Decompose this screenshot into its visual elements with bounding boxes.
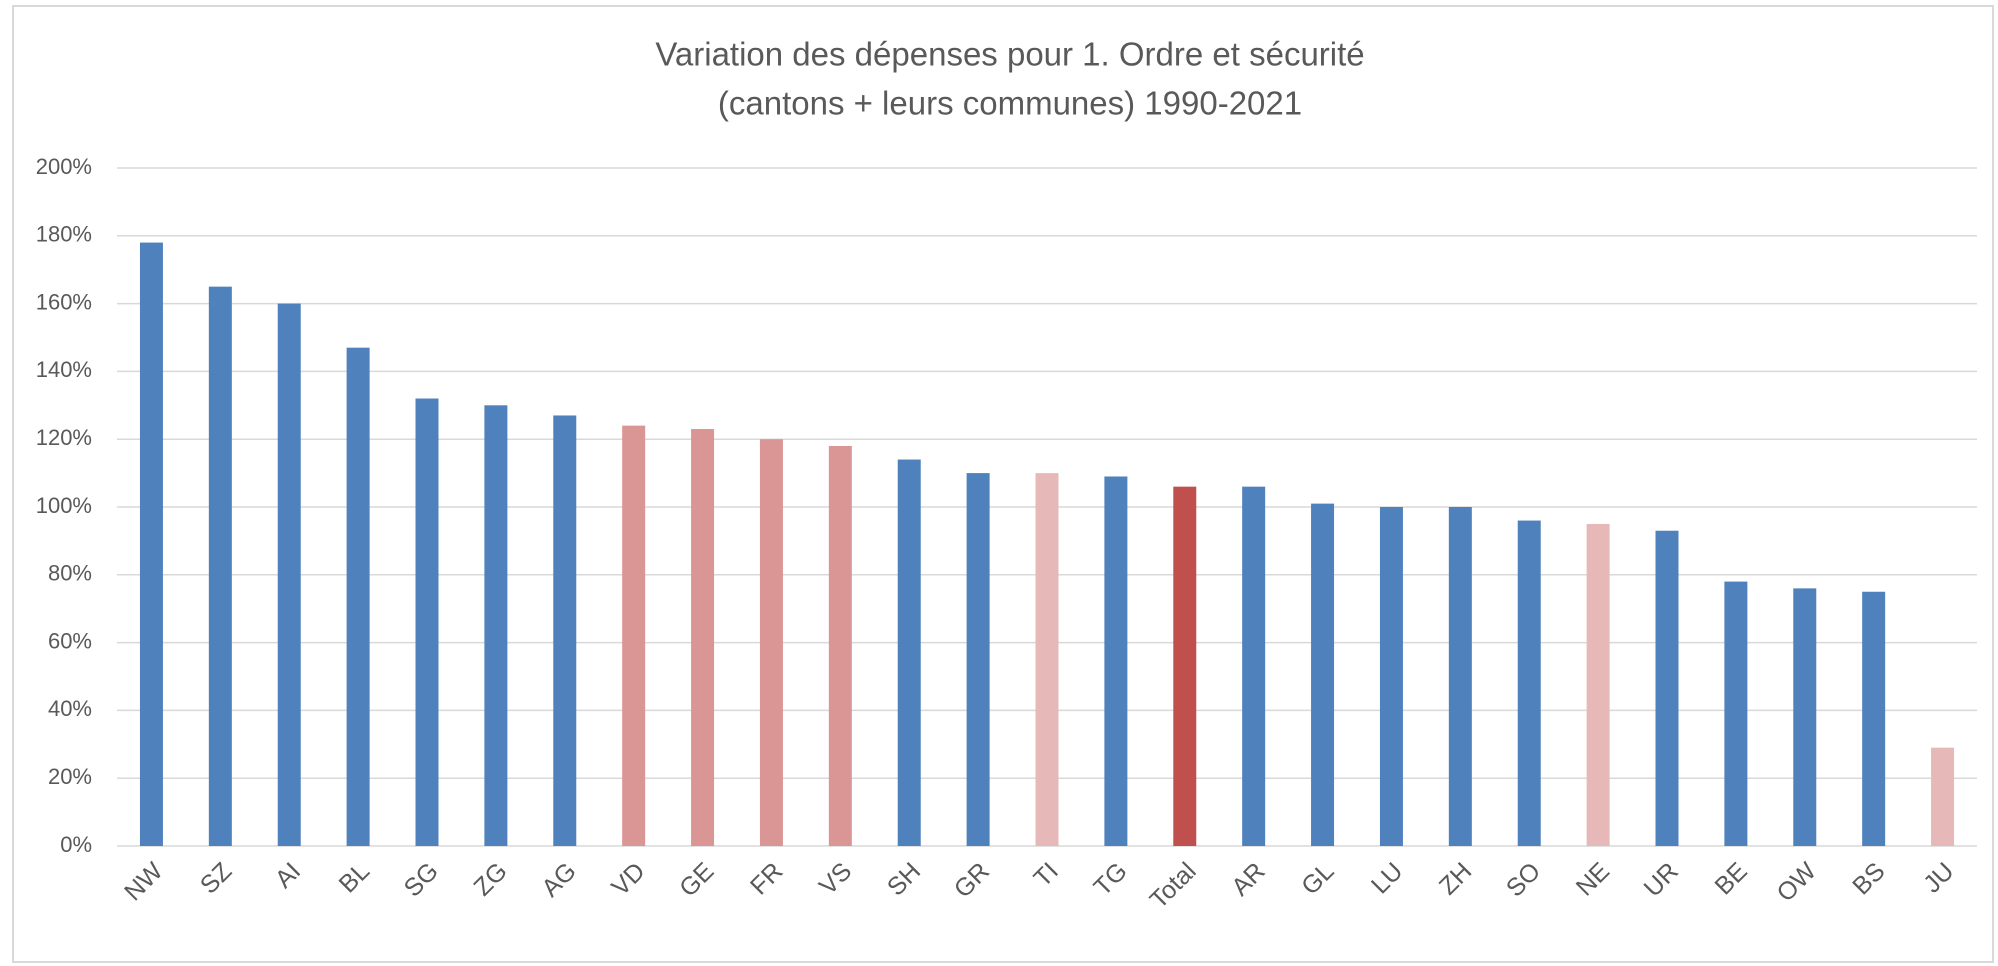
x-tick-label: SO xyxy=(1501,857,1546,902)
bar xyxy=(1448,507,1472,846)
y-tick-label: 0% xyxy=(60,832,92,857)
x-tick-label: VS xyxy=(814,857,857,900)
y-tick-label: 60% xyxy=(48,628,92,653)
x-tick-label: FR xyxy=(745,857,788,900)
bar xyxy=(1793,588,1817,846)
x-tick-label: LU xyxy=(1366,857,1408,899)
y-tick-label: 200% xyxy=(36,154,92,179)
x-tick-label: OW xyxy=(1771,857,1822,908)
y-tick-label: 100% xyxy=(36,493,92,518)
bar xyxy=(1586,523,1610,846)
bar xyxy=(828,445,852,846)
y-tick-label: 40% xyxy=(48,696,92,721)
bar xyxy=(759,439,783,846)
y-tick-label: 160% xyxy=(36,289,92,314)
bar xyxy=(1379,507,1403,846)
bar xyxy=(1104,476,1128,846)
x-tick-label: ZH xyxy=(1434,857,1477,900)
bar xyxy=(208,286,232,846)
bar xyxy=(1173,486,1197,846)
bar xyxy=(277,303,301,847)
x-tick-label: BL xyxy=(334,857,375,898)
bar xyxy=(691,429,715,846)
x-tick-label: ZG xyxy=(468,857,512,901)
bar xyxy=(1655,530,1679,846)
x-tick-label: NE xyxy=(1571,857,1615,901)
y-tick-label: 80% xyxy=(48,561,92,586)
bar xyxy=(1242,486,1266,846)
x-tick-label: AI xyxy=(270,857,307,894)
x-tick-label: BE xyxy=(1709,857,1752,900)
bar xyxy=(1517,520,1541,846)
bar xyxy=(346,347,370,846)
bar xyxy=(966,473,990,846)
bar xyxy=(484,405,508,846)
x-tick-label: TI xyxy=(1028,857,1064,893)
x-tick-label: NW xyxy=(119,857,169,907)
x-tick-label: BS xyxy=(1847,857,1890,900)
chart-border xyxy=(12,5,1994,963)
x-tick-label: GL xyxy=(1296,857,1339,900)
y-tick-label: 140% xyxy=(36,357,92,382)
x-tick-label: SZ xyxy=(195,857,237,899)
x-tick-label: GE xyxy=(674,857,719,902)
bar xyxy=(1862,591,1886,846)
x-tick-label: SH xyxy=(882,857,926,901)
bar xyxy=(415,398,439,846)
bar xyxy=(1311,503,1335,846)
x-tick-label: AR xyxy=(1226,857,1270,901)
bar xyxy=(553,415,577,846)
y-tick-label: 180% xyxy=(36,222,92,247)
x-tick-label: GR xyxy=(949,857,995,903)
x-tick-label: Total xyxy=(1145,857,1202,914)
bar xyxy=(897,459,921,846)
bar xyxy=(1931,747,1955,846)
bar xyxy=(1035,473,1059,846)
x-tick-label: JU xyxy=(1918,857,1959,898)
x-tick-label: VD xyxy=(606,857,650,901)
chart-title: (cantons + leurs communes) 1990-2021 xyxy=(718,85,1302,122)
bar xyxy=(622,425,646,846)
bar xyxy=(139,242,163,846)
y-tick-label: 120% xyxy=(36,425,92,450)
bar xyxy=(1724,581,1748,846)
x-tick-label: AG xyxy=(536,857,581,902)
x-tick-label: UR xyxy=(1639,857,1684,902)
y-tick-label: 20% xyxy=(48,764,92,789)
chart-title: Variation des dépenses pour 1. Ordre et … xyxy=(655,36,1364,73)
x-tick-label: SG xyxy=(399,857,444,902)
x-tick-label: TG xyxy=(1088,857,1132,901)
